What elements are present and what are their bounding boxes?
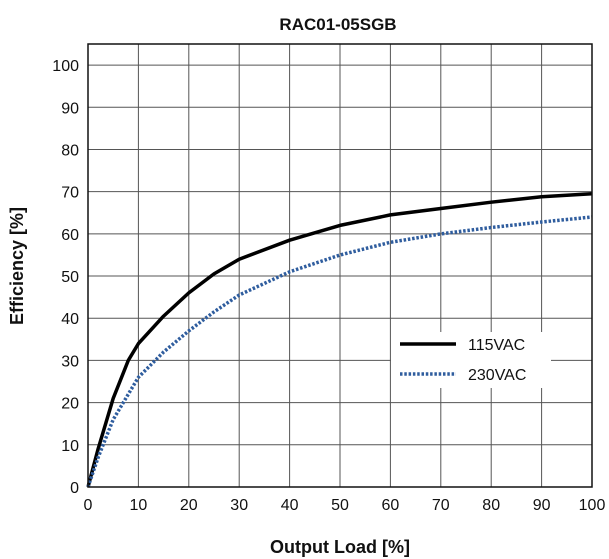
series-line-2 — [86, 215, 593, 488]
y-tick-label: 40 — [61, 311, 79, 328]
x-tick-label: 10 — [130, 497, 148, 514]
tick-labels: 0 10 20 30 40 50 60 70 80 90 100 0 10 20 30 40 50 60 70 80 9… — [52, 58, 605, 514]
y-tick-label: 20 — [61, 396, 79, 413]
y-tick-label: 100 — [52, 58, 79, 75]
x-tick-label: 80 — [482, 497, 500, 514]
x-tick-label: 50 — [331, 497, 349, 514]
y-tick-label: 60 — [61, 227, 79, 244]
series-lines — [86, 192, 593, 488]
y-axis-label: Efficiency [%] — [7, 207, 27, 325]
x-axis-label: Output Load [%] — [270, 537, 410, 557]
legend-label-2: 230VAC — [468, 367, 526, 384]
y-tick-label: 50 — [61, 269, 79, 286]
legend-label-1: 115VAC — [468, 337, 525, 354]
x-tick-label: 70 — [432, 497, 450, 514]
x-tick-label: 90 — [533, 497, 551, 514]
legend: 115VAC 230VAC — [391, 332, 551, 388]
x-tick-label: 40 — [281, 497, 299, 514]
y-tick-label: 30 — [61, 353, 79, 370]
y-tick-label: 90 — [61, 100, 79, 117]
chart-title: RAC01-05SGB — [279, 15, 396, 34]
plot-frame — [87, 43, 593, 488]
y-tick-label: 10 — [61, 438, 79, 455]
y-tick-label: 80 — [61, 142, 79, 159]
x-tick-label: 30 — [230, 497, 248, 514]
legend-box — [391, 332, 551, 388]
series-line-1 — [86, 192, 593, 488]
x-tick-label: 0 — [84, 497, 93, 514]
x-tick-label: 60 — [382, 497, 400, 514]
x-tick-label: 20 — [180, 497, 198, 514]
grid-lines — [88, 44, 592, 487]
x-tick-label: 100 — [579, 497, 606, 514]
y-tick-label: 70 — [61, 185, 79, 202]
y-tick-label: 0 — [70, 480, 79, 497]
